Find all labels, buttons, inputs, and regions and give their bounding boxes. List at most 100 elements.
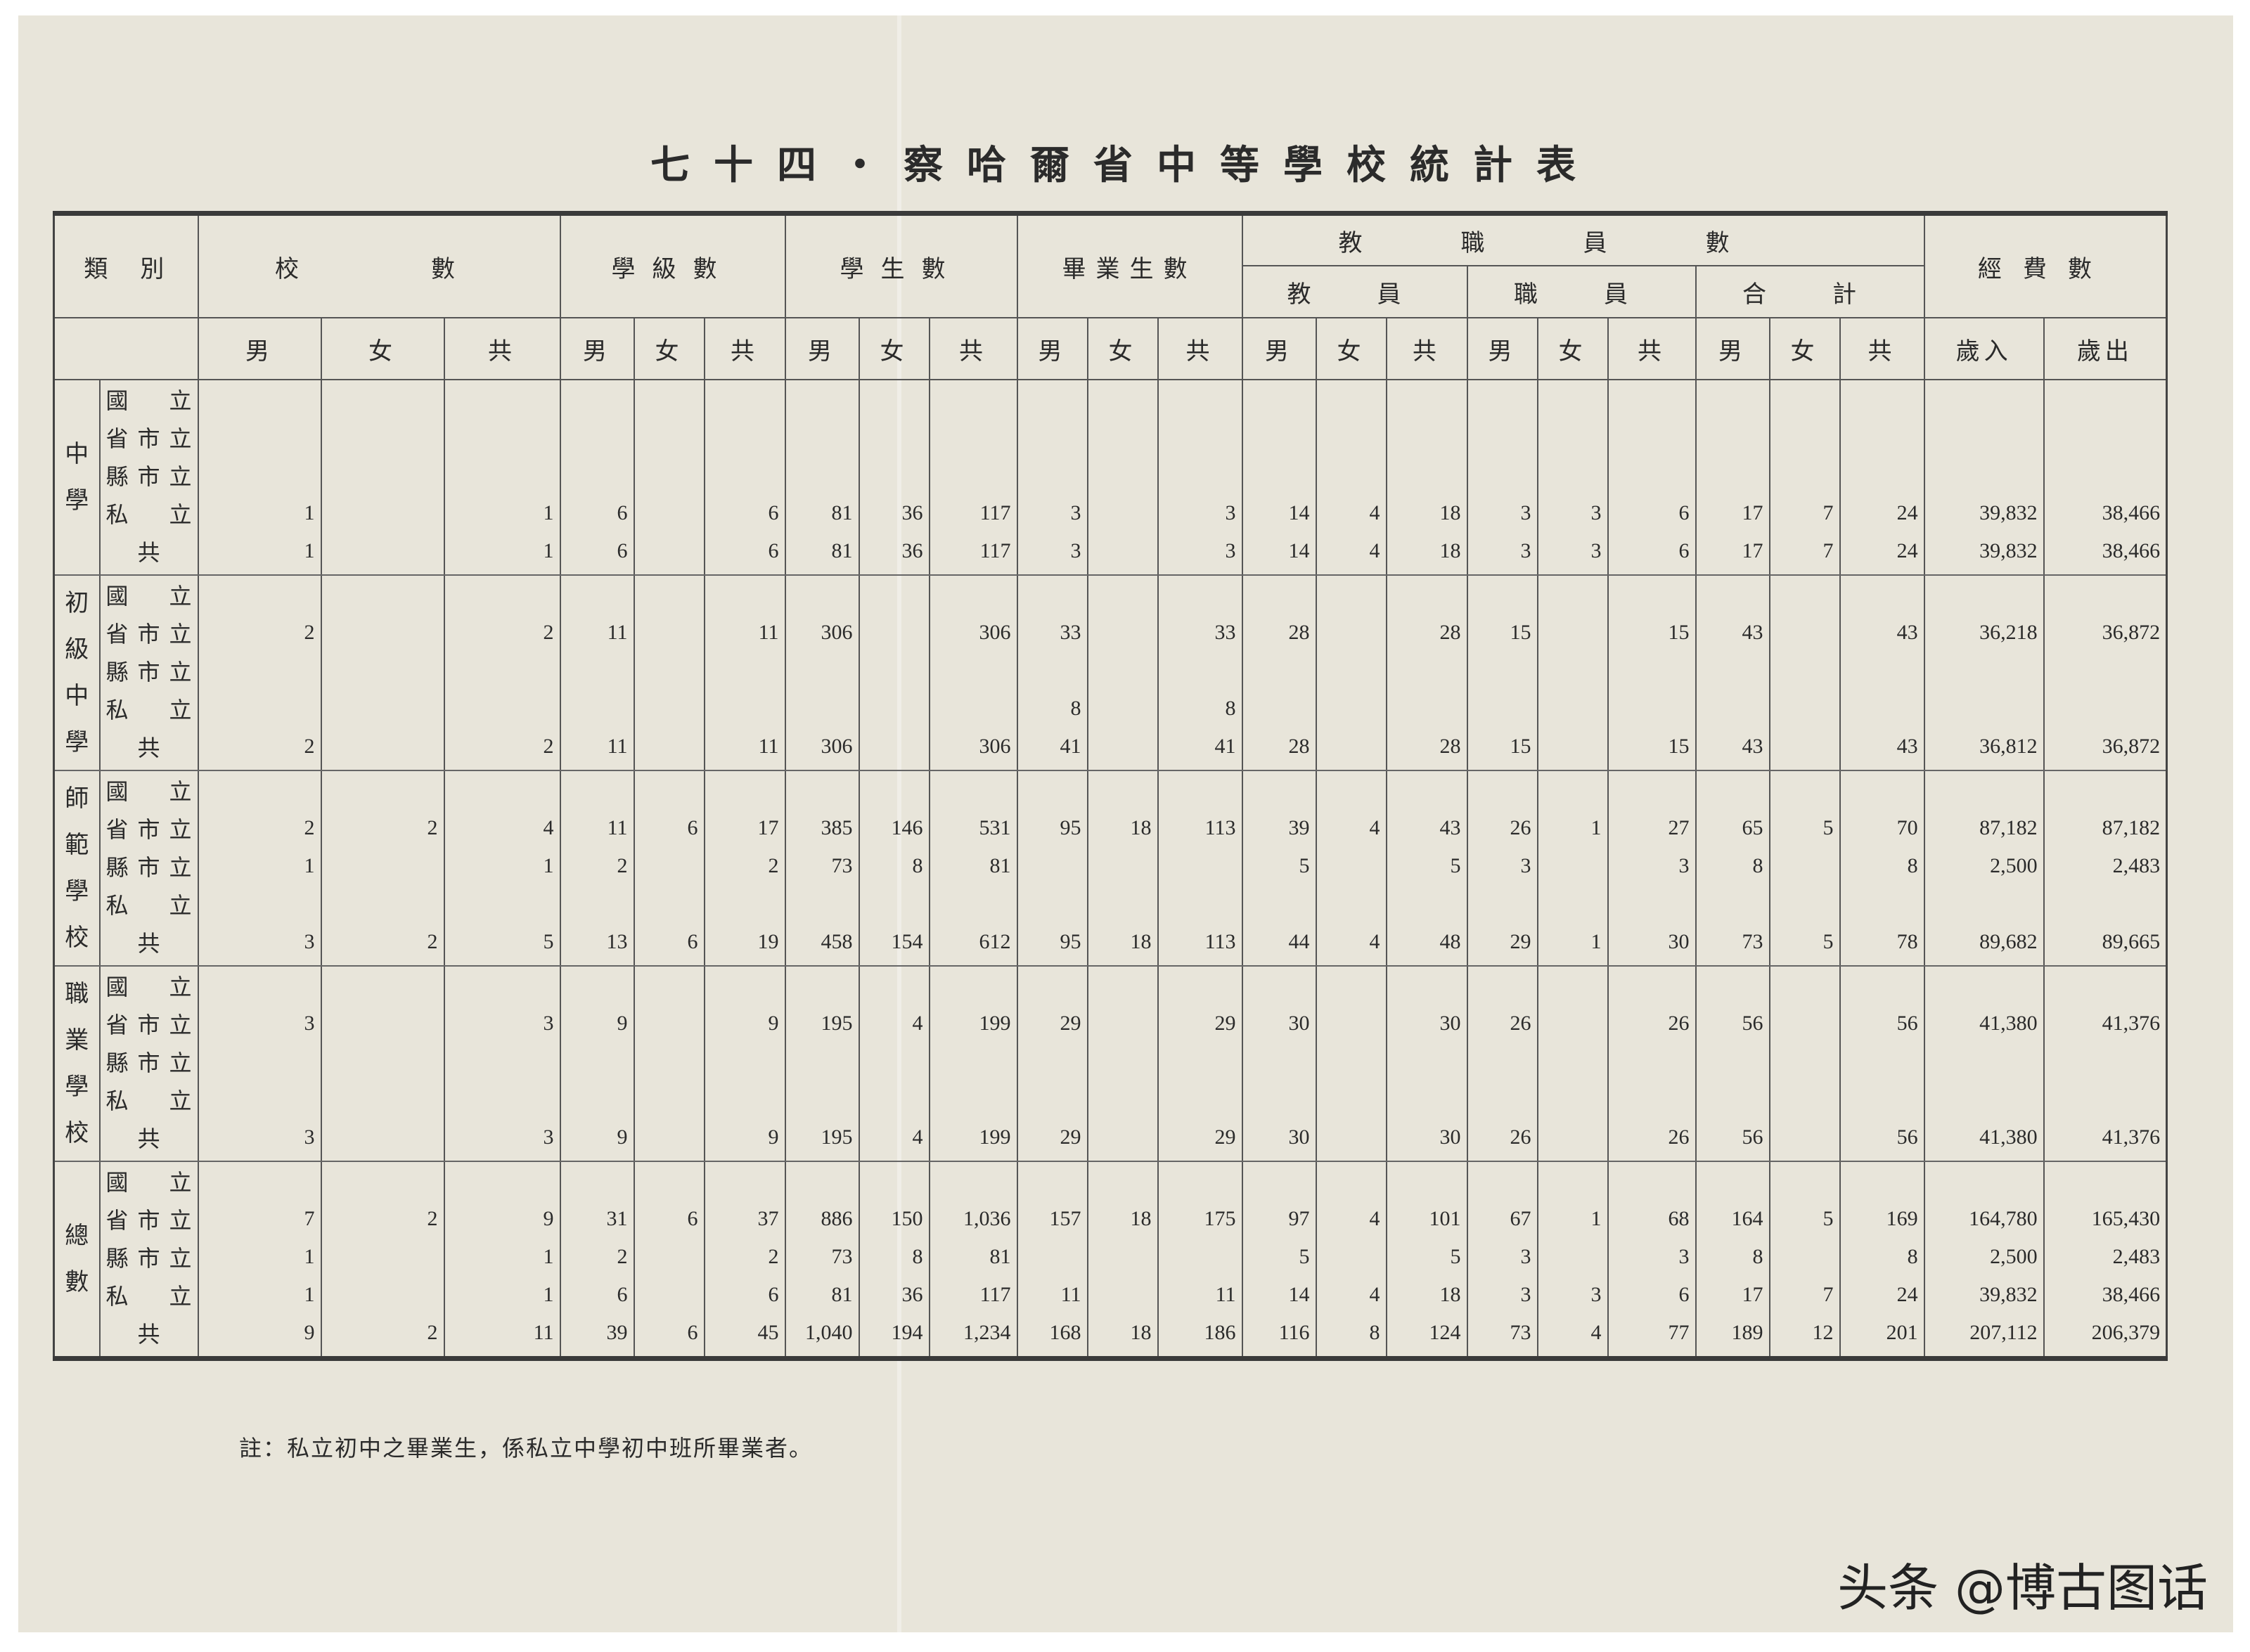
cell-value [1016, 575, 1088, 614]
cell-value: 4 [1315, 1276, 1387, 1314]
cell-value: 4 [858, 1118, 930, 1162]
cell-value: 65 [1695, 809, 1770, 847]
cell-value: 15 [1607, 728, 1696, 771]
cell-value [559, 1043, 634, 1080]
cell-value: 41,376 [2043, 1118, 2167, 1162]
cell-value: 4 [1315, 809, 1387, 847]
cell-value [1536, 728, 1608, 771]
cell-value [1923, 418, 2044, 456]
cell-value [320, 847, 444, 885]
cell-value: 15 [1466, 728, 1538, 771]
cell-value: 18 [1086, 1314, 1158, 1360]
cell-value: 41 [1016, 728, 1088, 771]
cell-value: 4 [443, 809, 560, 847]
cell-value: 2,500 [1923, 847, 2044, 885]
cell-value [320, 770, 444, 809]
cell-value: 2 [197, 728, 321, 771]
row-label: 縣市立 [98, 1238, 198, 1276]
header-male: 男 [784, 318, 859, 380]
header-total: 共 [1607, 318, 1696, 380]
cell-value: 81 [784, 532, 859, 576]
cell-value [858, 418, 930, 456]
cell-value: 2 [197, 614, 321, 652]
cell-value [1466, 575, 1538, 614]
table-row: 省市立 3 3 9 9 195 4 199 29 29 30 30 26 26 56 56 41,380 41,3… [54, 1005, 2167, 1043]
cell-value: 11 [703, 728, 785, 771]
cell-value [633, 1118, 705, 1162]
cell-value: 36 [858, 1276, 930, 1314]
table-row: 縣市立 [54, 456, 2167, 494]
cell-value [703, 1161, 785, 1200]
cell-value [197, 652, 321, 690]
cell-value [320, 1161, 444, 1200]
cell-value [858, 652, 930, 690]
row-label: 共 [98, 728, 198, 771]
cell-value: 36,812 [1923, 728, 2044, 771]
cell-value [858, 456, 930, 494]
cell-value: 8 [858, 847, 930, 885]
cell-value [1315, 418, 1387, 456]
row-label: 省市立 [98, 1200, 198, 1238]
cell-value [1157, 966, 1242, 1005]
cell-value [1695, 1080, 1770, 1118]
cell-value: 3 [1607, 847, 1696, 885]
cell-value [1157, 1238, 1242, 1276]
cell-value: 164 [1695, 1200, 1770, 1238]
table-row: 省市立 7 2 9 31 6 37 886 150 1,036 157 18 175 97 4 101 67 1 6… [54, 1200, 2167, 1238]
cell-value [1086, 1276, 1158, 1314]
cell-value [1923, 456, 2044, 494]
cell-value: 7 [1768, 494, 1840, 532]
row-label: 省市立 [98, 809, 198, 847]
cell-value: 7 [1768, 532, 1840, 576]
group-label: 職業學校 [53, 966, 100, 1162]
cell-value [1466, 770, 1538, 809]
header-female: 女 [1086, 318, 1158, 380]
cell-value: 12 [1768, 1314, 1840, 1360]
cell-value [1695, 652, 1770, 690]
row-label: 縣市立 [98, 456, 198, 494]
cell-value [197, 966, 321, 1005]
cell-value: 70 [1839, 809, 1924, 847]
cell-value [1385, 418, 1467, 456]
cell-value [1536, 885, 1608, 923]
header-male: 男 [1695, 318, 1770, 380]
table-row: 縣市立 1 1 2 2 73 8 81 5 5 3 3 8 8 2,500 2,483 [54, 847, 2167, 885]
cell-value: 194 [858, 1314, 930, 1360]
cell-value: 7 [1768, 1276, 1840, 1314]
cell-value: 41 [1157, 728, 1242, 771]
cell-value: 9 [559, 1118, 634, 1162]
cell-value [1315, 770, 1387, 809]
cell-value: 3 [1157, 532, 1242, 576]
cell-value [1241, 575, 1316, 614]
row-label: 國立 [98, 1161, 198, 1200]
cell-value: 56 [1839, 1118, 1924, 1162]
cell-value [320, 690, 444, 728]
cell-value: 81 [784, 494, 859, 532]
cell-value [1768, 1080, 1840, 1118]
cell-value [633, 1161, 705, 1200]
cell-value: 886 [784, 1200, 859, 1238]
cell-value: 28 [1385, 728, 1467, 771]
cell-value [1086, 1118, 1158, 1162]
cell-value: 206,379 [2043, 1314, 2167, 1360]
cell-value [1695, 575, 1770, 614]
cell-value [784, 1043, 859, 1080]
cell-value [928, 1161, 1017, 1200]
cell-value: 29 [1157, 1005, 1242, 1043]
cell-value: 24 [1839, 1276, 1924, 1314]
cell-value [1607, 575, 1696, 614]
row-label: 私立 [98, 885, 198, 923]
cell-value [1607, 966, 1696, 1005]
cell-value [1016, 1080, 1088, 1118]
cell-value [443, 1043, 560, 1080]
table-row: 私立 [54, 885, 2167, 923]
cell-value [320, 885, 444, 923]
cell-value [1768, 728, 1840, 771]
cell-value [928, 885, 1017, 923]
cell-value: 27 [1607, 809, 1696, 847]
cell-value: 458 [784, 923, 859, 967]
cell-value: 1 [443, 1276, 560, 1314]
header-female: 女 [1768, 318, 1840, 380]
cell-value [1536, 690, 1608, 728]
cell-value [1315, 456, 1387, 494]
